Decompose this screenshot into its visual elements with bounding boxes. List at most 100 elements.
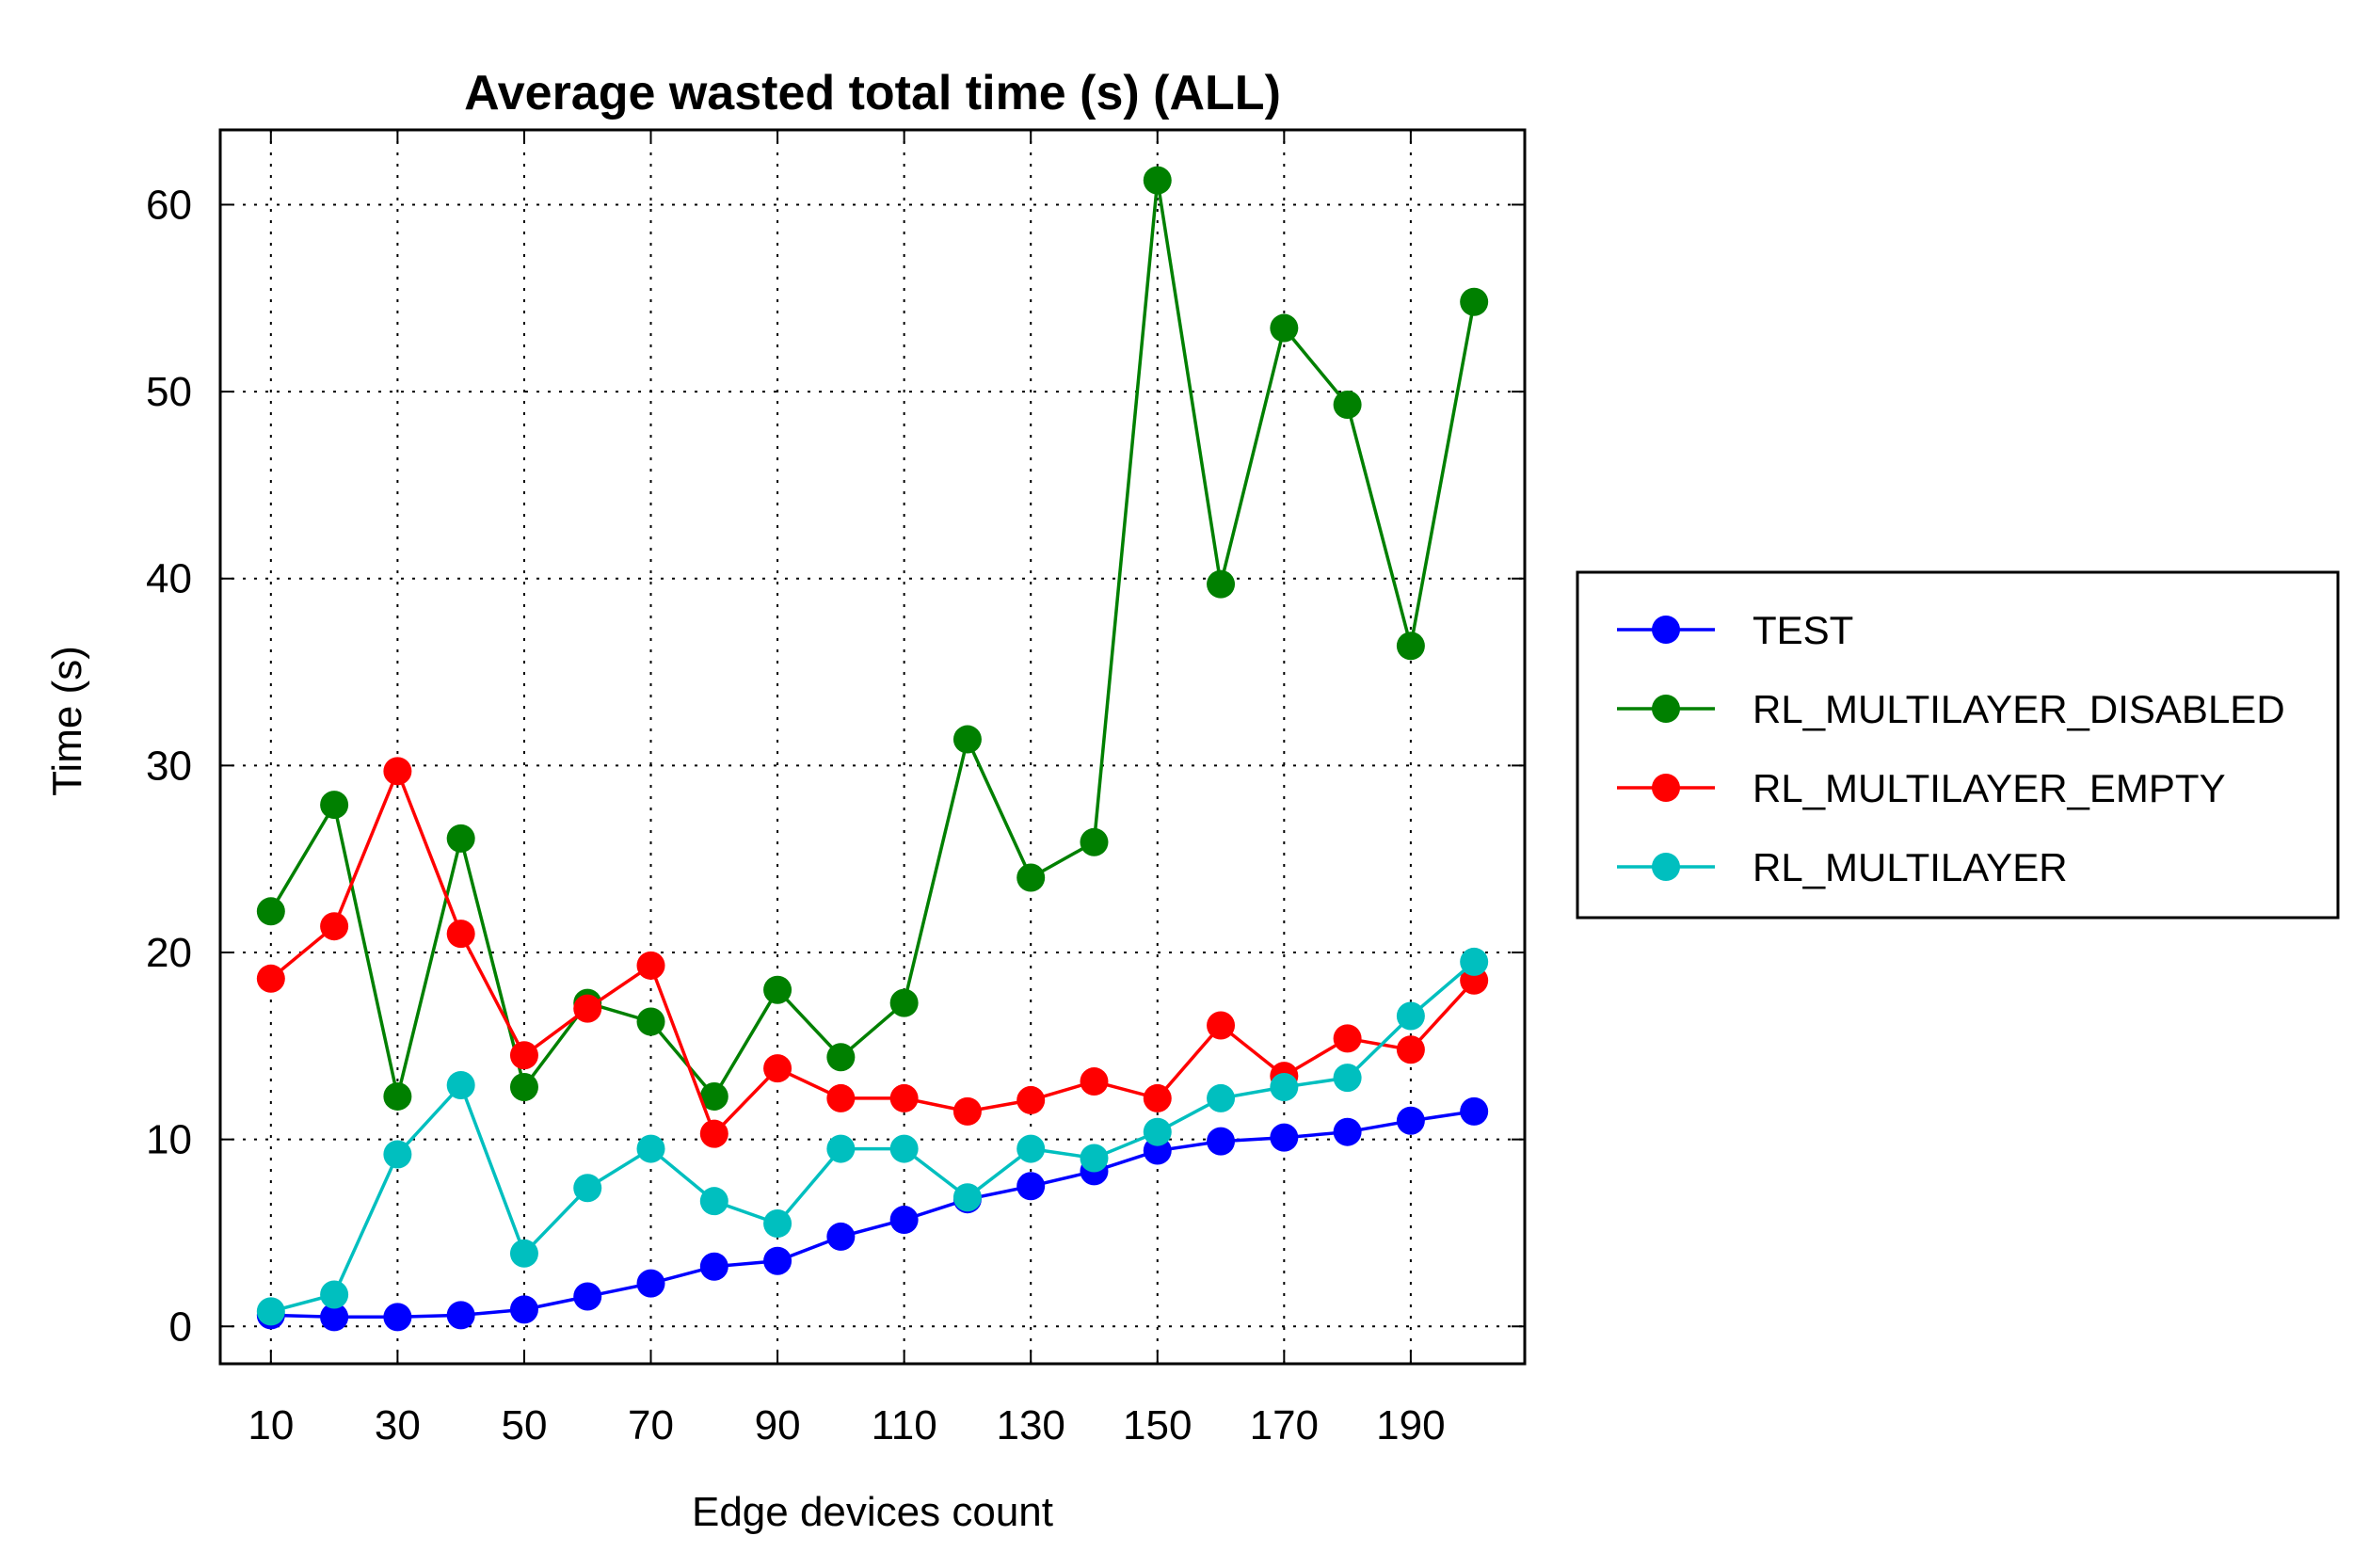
data-point [889, 1083, 919, 1112]
data-point [1460, 1096, 1489, 1126]
data-point [383, 1303, 412, 1332]
data-point [826, 1083, 856, 1112]
data-point [889, 1134, 919, 1163]
legend-label: TEST [1753, 608, 1853, 652]
data-point [952, 1183, 982, 1212]
data-point [636, 1134, 665, 1163]
x-tick-label: 150 [1123, 1402, 1192, 1448]
legend-item: RL_MULTILAYER [1617, 845, 2068, 889]
series-group [256, 166, 1489, 1332]
grid [220, 130, 1525, 1364]
data-point [1460, 287, 1489, 316]
chart-title: Average wasted total time (s) (ALL) [464, 66, 1281, 120]
data-point [699, 1119, 728, 1148]
data-point [1016, 1085, 1046, 1114]
data-point [1143, 1083, 1172, 1112]
x-axis-label: Edge devices count [692, 1489, 1053, 1535]
data-point [763, 1209, 792, 1239]
data-point [1016, 1172, 1046, 1201]
data-point [699, 1187, 728, 1216]
series-test [256, 1096, 1489, 1332]
data-point [1333, 1064, 1362, 1093]
data-point [889, 1206, 919, 1235]
axis-ticks: 10 30 50 70 90 110 130 150 170 190 0 10 20 30 40 50 60 [146, 130, 1525, 1448]
data-point [320, 912, 349, 941]
data-point [826, 1134, 856, 1163]
data-point [1270, 313, 1299, 343]
data-point [763, 975, 792, 1004]
legend-marker [1652, 774, 1680, 802]
data-point [383, 1140, 412, 1169]
data-point [1207, 1011, 1236, 1040]
x-tick-label: 70 [628, 1402, 674, 1448]
data-point [1333, 1117, 1362, 1146]
data-point [509, 1295, 538, 1324]
data-point [699, 1081, 728, 1111]
data-point [826, 1043, 856, 1072]
y-tick-label: 10 [146, 1117, 192, 1163]
x-tick-label: 50 [501, 1402, 547, 1448]
legend-label: RL_MULTILAYER_DISABLED [1753, 687, 2285, 731]
legend-item: TEST [1617, 608, 1853, 652]
data-point [383, 757, 412, 786]
x-tick-label: 190 [1376, 1402, 1445, 1448]
data-point [699, 1252, 728, 1281]
data-point [446, 920, 475, 949]
x-tick-label: 110 [872, 1402, 937, 1448]
legend-marker [1652, 853, 1680, 881]
x-tick-label: 30 [375, 1402, 421, 1448]
x-tick-label: 170 [1250, 1402, 1319, 1448]
data-point [1016, 863, 1046, 892]
data-point [1396, 1106, 1425, 1135]
data-point [1396, 1035, 1425, 1064]
data-point [952, 1096, 982, 1126]
series-line [269, 180, 1476, 1100]
data-point [826, 1222, 856, 1251]
data-point [1333, 1024, 1362, 1053]
data-point [573, 994, 602, 1023]
data-point [256, 964, 285, 993]
data-point [256, 897, 285, 926]
data-point [256, 1297, 285, 1326]
data-point [889, 988, 919, 1017]
data-point [636, 1007, 665, 1036]
y-tick-label: 50 [146, 369, 192, 415]
data-point [1143, 1117, 1172, 1146]
data-point [1333, 390, 1362, 419]
data-point [1080, 1067, 1109, 1096]
plot-area-frame [218, 128, 1527, 1366]
x-tick-label: 10 [248, 1402, 294, 1448]
series-rl-multilayer-empty [256, 757, 1489, 1148]
data-point [1016, 1134, 1046, 1163]
data-point [509, 1073, 538, 1102]
data-point [383, 1081, 412, 1111]
legend-marker [1652, 695, 1680, 723]
data-point [320, 1303, 349, 1332]
data-point [320, 791, 349, 820]
legend: TEST RL_MULTILAYER_DISABLED RL_MULTILAYER_… [1576, 570, 2340, 920]
data-point [952, 725, 982, 754]
data-point [1396, 1001, 1425, 1031]
data-point [1080, 827, 1109, 856]
data-point [1080, 1144, 1109, 1173]
x-tick-label: 130 [996, 1402, 1064, 1448]
data-point [573, 1282, 602, 1311]
data-point [446, 824, 475, 853]
data-point [1396, 632, 1425, 661]
data-point [509, 1239, 538, 1268]
series-rl-multilayer [256, 947, 1489, 1326]
data-point [636, 1269, 665, 1298]
legend-item: RL_MULTILAYER_EMPTY [1617, 766, 2226, 810]
data-point [1270, 1073, 1299, 1102]
data-point [763, 1246, 792, 1275]
y-tick-label: 20 [146, 930, 192, 976]
legend-label: RL_MULTILAYER_EMPTY [1753, 766, 2226, 810]
data-point [1143, 166, 1172, 195]
data-point [763, 1054, 792, 1083]
legend-marker [1652, 616, 1680, 644]
y-tick-label: 40 [146, 556, 192, 602]
data-point [446, 1301, 475, 1330]
data-point [636, 951, 665, 980]
y-tick-label: 30 [146, 743, 192, 789]
